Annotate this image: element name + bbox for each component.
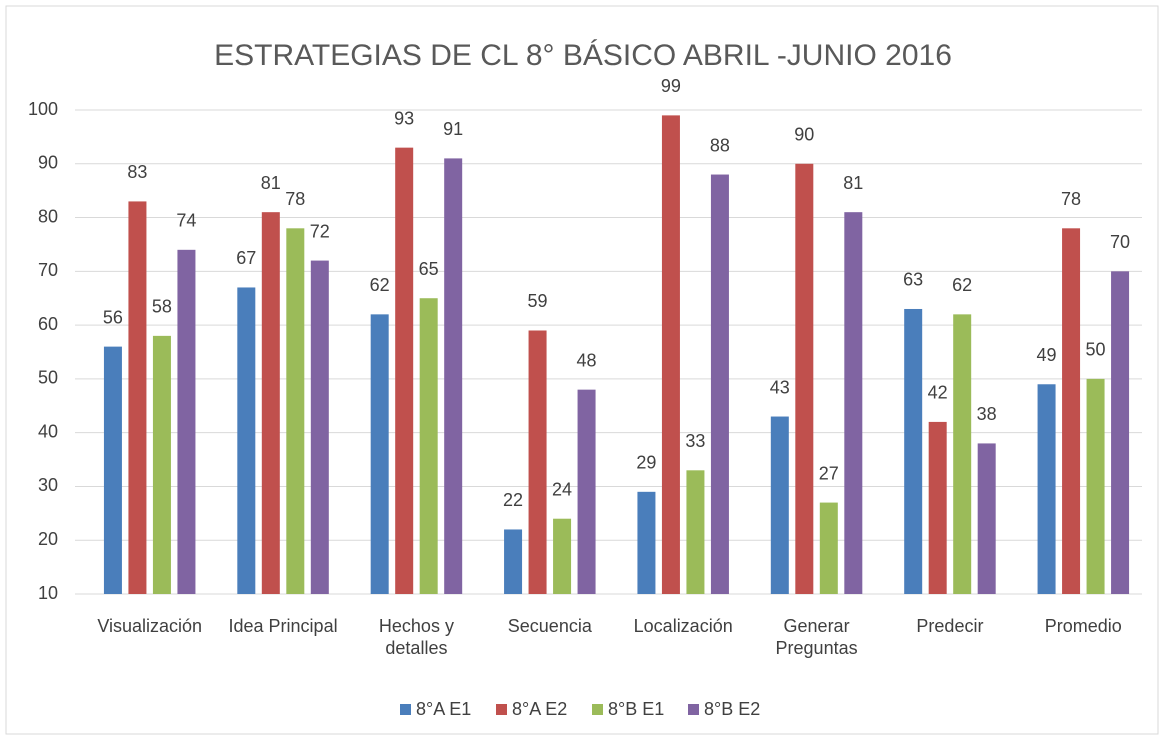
y-tick-label: 80 [38, 206, 58, 226]
data-label: 62 [370, 275, 390, 295]
bar [686, 470, 705, 594]
bar [637, 491, 656, 594]
data-label: 63 [903, 270, 923, 290]
data-label: 78 [285, 189, 305, 209]
bar [128, 201, 147, 594]
data-label: 67 [236, 248, 256, 268]
data-label: 33 [685, 431, 705, 451]
bar [152, 335, 171, 594]
data-label: 42 [928, 383, 948, 403]
bar [103, 346, 122, 594]
data-label: 59 [528, 291, 548, 311]
data-label: 81 [843, 173, 863, 193]
bar [1086, 378, 1105, 594]
bar [553, 518, 572, 594]
legend-swatch [496, 704, 507, 715]
bar [1062, 228, 1081, 595]
bar [819, 502, 838, 594]
bar [504, 529, 523, 594]
bar [444, 158, 463, 594]
bar [977, 443, 996, 594]
bar [370, 314, 389, 594]
data-label: 74 [176, 211, 196, 231]
y-tick-label: 70 [38, 260, 58, 280]
data-label: 49 [1037, 345, 1057, 365]
data-label: 83 [127, 162, 147, 182]
bar [795, 163, 814, 594]
bar [237, 287, 256, 594]
y-tick-label: 60 [38, 314, 58, 334]
data-label: 81 [261, 173, 281, 193]
x-tick-label: Secuencia [507, 616, 592, 636]
legend-swatch [688, 704, 699, 715]
x-tick-label: Generar Preguntas [775, 616, 858, 658]
data-label: 58 [152, 297, 172, 317]
legend-label: 8°A E1 [416, 699, 471, 719]
legend-label: 8°B E1 [608, 699, 664, 719]
bar [419, 298, 438, 594]
data-label: 93 [394, 108, 414, 128]
data-label: 72 [310, 221, 330, 241]
data-label: 56 [103, 307, 123, 327]
bar [928, 421, 947, 594]
bar [395, 147, 414, 594]
data-label: 78 [1061, 189, 1081, 209]
x-tick-label: Localización [633, 616, 733, 636]
data-label: 65 [419, 259, 439, 279]
x-tick-label: Predecir [916, 616, 984, 636]
bar [528, 330, 547, 594]
data-label: 29 [636, 453, 656, 473]
bar [1111, 271, 1130, 594]
bar [844, 212, 863, 594]
data-label: 88 [710, 135, 730, 155]
y-tick-label: 10 [38, 583, 58, 603]
x-tick-label: Promedio [1044, 616, 1122, 636]
x-tick-label: Visualización [97, 616, 203, 636]
bar [310, 260, 329, 594]
legend-label: 8°A E2 [512, 699, 567, 719]
data-label: 27 [819, 463, 839, 483]
data-label: 50 [1086, 340, 1106, 360]
y-tick-label: 20 [38, 529, 58, 549]
data-label: 70 [1110, 232, 1130, 252]
y-tick-label: 30 [38, 475, 58, 495]
chart-title: ESTRATEGIAS DE CL 8° BÁSICO ABRIL -JUNIO… [214, 39, 952, 72]
data-label: 24 [552, 479, 572, 499]
y-tick-label: 100 [28, 99, 58, 119]
bar [286, 228, 305, 595]
legend-swatch [400, 704, 411, 715]
legend-swatch [592, 704, 603, 715]
data-label: 91 [443, 119, 463, 139]
x-tick-label: Hechos y detalles [378, 616, 454, 658]
data-label: 99 [661, 76, 681, 96]
data-label: 62 [952, 275, 972, 295]
data-label: 22 [503, 490, 523, 510]
bar [904, 308, 923, 594]
bar [770, 416, 789, 594]
x-tick-label: Idea Principal [228, 616, 338, 636]
data-label: 43 [770, 377, 790, 397]
bar [177, 249, 196, 595]
bar [953, 314, 972, 594]
y-tick-label: 40 [38, 421, 58, 441]
legend-label: 8°B E2 [704, 699, 760, 719]
bar [661, 115, 680, 594]
bar [1037, 384, 1056, 594]
bar [261, 212, 280, 594]
y-tick-label: 90 [38, 153, 58, 173]
bar [710, 174, 729, 595]
data-label: 48 [577, 350, 597, 370]
data-label: 38 [977, 404, 997, 424]
bar [577, 389, 596, 594]
y-tick-label: 50 [38, 368, 58, 388]
data-label: 90 [794, 125, 814, 145]
